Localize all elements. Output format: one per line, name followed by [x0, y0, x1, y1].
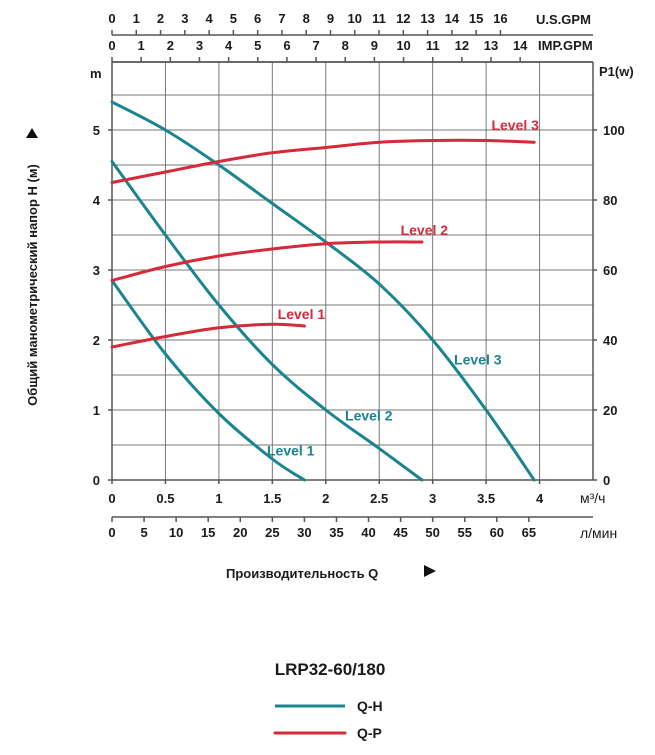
l-min-tick-label: 0 — [108, 525, 115, 540]
y-tick-label: 5 — [93, 123, 100, 138]
us-gpm-tick-label: 10 — [348, 11, 362, 26]
imp-gpm-tick-label: 14 — [513, 38, 528, 53]
l-min-tick-label: 5 — [140, 525, 147, 540]
us-gpm-tick-label: 8 — [303, 11, 310, 26]
us-gpm-label: U.S.GPM — [536, 12, 591, 27]
y-right-tick-label: 0 — [603, 473, 610, 488]
y-axis-arrow-icon — [26, 128, 38, 138]
us-gpm-tick-label: 7 — [278, 11, 285, 26]
us-gpm-tick-label: 1 — [133, 11, 140, 26]
labels: Level 3 Level 2 Level 1 Level 3 Level 2 Level… — [267, 117, 539, 459]
us-gpm-tick-label: 6 — [254, 11, 261, 26]
y-axis-title: Общий манометрический напор H (м) — [25, 164, 40, 406]
l-min-tick-label: 40 — [361, 525, 375, 540]
y-tick-label: 1 — [93, 403, 100, 418]
l-min-tick-label: 10 — [169, 525, 183, 540]
qh-curve-level-1 — [110, 279, 306, 482]
y-right-tick-label: 40 — [603, 333, 617, 348]
series — [110, 100, 536, 482]
l-min-tick-label: 20 — [233, 525, 247, 540]
l-min-tick-label: 15 — [201, 525, 215, 540]
y-tick-label: 4 — [93, 193, 101, 208]
x-axis-title: Производительность Q — [226, 566, 378, 581]
x-tick-label: 0.5 — [156, 491, 174, 506]
imp-gpm-tick-label: 1 — [138, 38, 145, 53]
y-right-tick-label: 60 — [603, 263, 617, 278]
y-tick-label: 0 — [93, 473, 100, 488]
x-tick-label: 2.5 — [370, 491, 388, 506]
l-min-label: л/мин — [580, 525, 617, 541]
us-gpm-tick-label: 14 — [445, 11, 460, 26]
x-unit-label: м³/ч — [580, 490, 605, 506]
grid — [111, 62, 594, 480]
imp-gpm-tick-label: 11 — [426, 38, 440, 53]
y-right-tick-label: 100 — [603, 123, 625, 138]
l-min-tick-label: 45 — [393, 525, 407, 540]
imp-gpm-tick-label: 5 — [254, 38, 261, 53]
x-tick-label: 1.5 — [263, 491, 281, 506]
qh-label-level-1: Level 1 — [267, 443, 315, 459]
l-min-tick-label: 50 — [425, 525, 439, 540]
imp-gpm-tick-label: 13 — [484, 38, 498, 53]
qp-label-level-1: Level 1 — [278, 306, 326, 322]
us-gpm-tick-label: 11 — [372, 11, 386, 26]
imp-gpm-tick-label: 9 — [371, 38, 378, 53]
x-tick-label: 4 — [536, 491, 544, 506]
us-gpm-tick-label: 2 — [157, 11, 164, 26]
x-tick-label: 2 — [322, 491, 329, 506]
qp-curve-level-3 — [110, 138, 536, 184]
us-gpm-tick-label: 4 — [205, 11, 213, 26]
l-min-tick-label: 55 — [457, 525, 471, 540]
y-right-tick-label: 20 — [603, 403, 617, 418]
imp-gpm-tick-label: 8 — [342, 38, 349, 53]
x-axis-arrow-icon — [424, 565, 436, 577]
y-tick-label: 2 — [93, 333, 100, 348]
imp-gpm-tick-label: 10 — [396, 38, 410, 53]
y-unit-label: m — [90, 66, 102, 81]
us-gpm-tick-label: 13 — [420, 11, 434, 26]
us-gpm-tick-label: 12 — [396, 11, 410, 26]
x-tick-label: 3.5 — [477, 491, 495, 506]
imp-gpm-label: IMP.GPM — [538, 38, 593, 53]
y-tick-label: 3 — [93, 263, 100, 278]
qp-label-level-3: Level 3 — [491, 117, 539, 133]
imp-gpm-tick-label: 3 — [196, 38, 203, 53]
chart-title: LRP32-60/180 — [275, 660, 386, 679]
qh-label-level-2: Level 2 — [345, 408, 393, 424]
legend-qp-label: Q-P — [357, 725, 382, 741]
imp-gpm-tick-label: 4 — [225, 38, 233, 53]
x-tick-label: 1 — [215, 491, 222, 506]
x-tick-label: 3 — [429, 491, 436, 506]
y-right-title: P1(w) — [599, 64, 634, 79]
qp-curve-level-1 — [110, 322, 306, 349]
x-tick-label: 0 — [108, 491, 115, 506]
us-gpm-tick-label: 3 — [181, 11, 188, 26]
imp-gpm-tick-label: 12 — [455, 38, 469, 53]
imp-gpm-tick-label: 2 — [167, 38, 174, 53]
qh-label-level-3: Level 3 — [454, 352, 502, 368]
us-gpm-tick-label: 15 — [469, 11, 483, 26]
imp-gpm-tick-label: 7 — [312, 38, 319, 53]
l-min-tick-label: 30 — [297, 525, 311, 540]
imp-gpm-tick-label: 0 — [108, 38, 115, 53]
us-gpm-tick-label: 9 — [327, 11, 334, 26]
qh-curve-level-3 — [110, 100, 536, 482]
us-gpm-tick-label: 16 — [493, 11, 507, 26]
us-gpm-tick-label: 5 — [230, 11, 237, 26]
l-min-tick-label: 35 — [329, 525, 343, 540]
qp-label-level-2: Level 2 — [401, 222, 449, 238]
l-min-tick-label: 25 — [265, 525, 279, 540]
l-min-tick-label: 60 — [490, 525, 504, 540]
qp-curve-level-2 — [110, 240, 424, 282]
us-gpm-tick-label: 0 — [108, 11, 115, 26]
imp-gpm-tick-label: 6 — [283, 38, 290, 53]
l-min-tick-label: 65 — [522, 525, 536, 540]
y-right-tick-label: 80 — [603, 193, 617, 208]
legend-qh-label: Q-H — [357, 698, 383, 714]
qh-curve-level-2 — [110, 160, 424, 482]
